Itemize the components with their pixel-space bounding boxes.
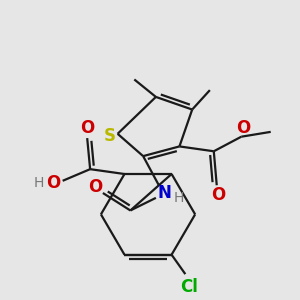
- Text: S: S: [104, 127, 116, 145]
- Text: Cl: Cl: [180, 278, 198, 296]
- Text: O: O: [88, 178, 102, 196]
- Text: H: H: [173, 191, 184, 205]
- Text: O: O: [236, 119, 250, 137]
- Text: O: O: [80, 119, 94, 137]
- Text: O: O: [212, 186, 226, 204]
- Text: H: H: [34, 176, 44, 190]
- Text: N: N: [158, 184, 172, 202]
- Text: O: O: [46, 174, 60, 192]
